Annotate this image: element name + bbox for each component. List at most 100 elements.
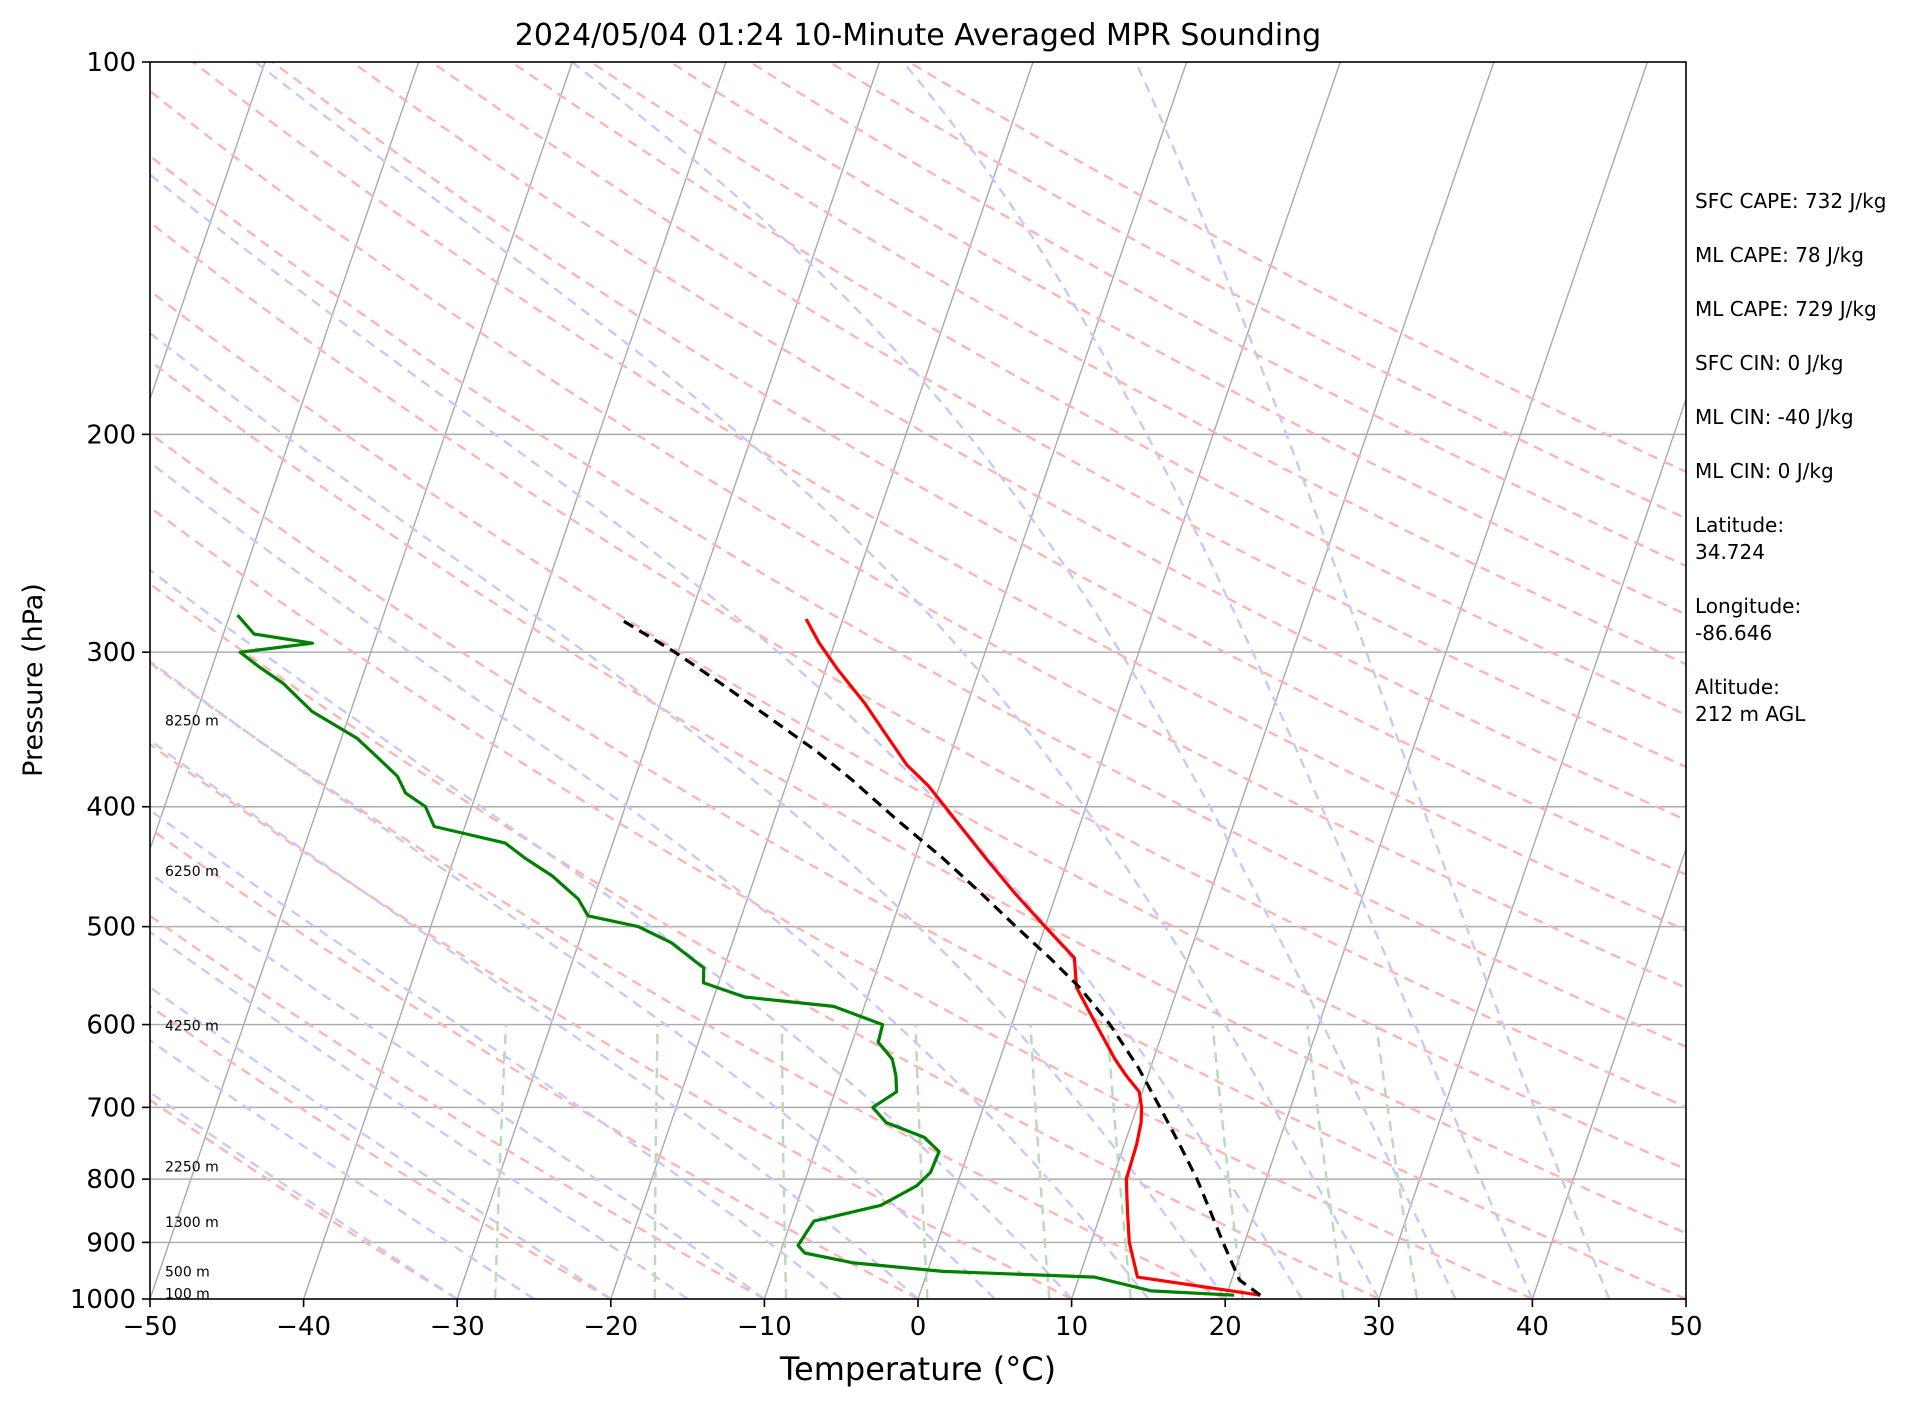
isotherm-line [1378,396,1686,1299]
y-tick-label: 500 [86,913,136,943]
y-tick-label: 300 [86,638,136,668]
isotherm-line [917,62,1341,1299]
dry-adiabat-line [590,62,1686,666]
moist-adiabat-line [254,62,1380,1299]
y-tick-label: 800 [86,1165,136,1195]
dry-adiabat-line [669,62,1686,616]
stat-longitude: Longitude: -86.646 [1695,594,1802,645]
height-labels: 100 m 500 m 1300 m 2250 m 4250 m 6250 m 8250 m [165,713,219,1302]
moist-adiabat-line [150,738,919,1299]
dry-adiabat-line [150,827,919,1299]
moist-adiabat-line [150,1038,535,1299]
isotherm-line [1070,62,1495,1299]
dry-adiabat-line [150,1004,612,1299]
x-tick-label: −30 [430,1312,485,1342]
moist-adiabat-line [150,930,689,1299]
dry-adiabat-line [271,62,1686,876]
dry-adiabat-line [150,1098,458,1299]
x-tick-label: 20 [1209,1312,1242,1342]
stat-ml-cape-2: ML CAPE: 729 J/kg [1695,297,1877,321]
dry-adiabat-line [150,505,1533,1299]
isotherm-line [150,62,573,1299]
x-tick-label: 40 [1516,1312,1549,1342]
mixing-ratio-line [780,1024,788,1299]
y-tick-label: 900 [86,1228,136,1258]
isotherm-line [1531,846,1686,1299]
mixing-ratio-line [493,1024,508,1299]
mixing-ratio-line [1211,1024,1244,1299]
height-label: 500 m [165,1264,210,1280]
stat-altitude: Altitude: 212 m AGL [1695,675,1806,726]
y-tick-label: 700 [86,1093,136,1123]
dewpoint-profile [236,614,1235,1297]
moist-adiabat-line [1134,62,1611,1299]
stat-ml-cin-2: ML CIN: 0 J/kg [1695,459,1834,483]
height-label: 100 m [165,1287,210,1303]
stat-sfc-cape: SFC CAPE: 732 J/kg [1695,189,1887,213]
y-tick-label: 100 [86,48,136,78]
y-tick-label: 200 [86,420,136,450]
mixing-ratio-line [1029,1024,1051,1299]
x-axis-label: Temperature (°C) [779,1350,1056,1388]
isotherm-line [610,62,1034,1299]
moist-adiabat-line [150,871,766,1299]
isotherm-line [456,62,881,1299]
mixing-ratio-line [1106,1024,1132,1299]
mixing-ratio-line [653,1024,659,1299]
axes: −50 −40 −30 −20 −10 0 10 20 30 40 50 100 200 300 400 50… [70,48,1703,1342]
isotherm-line [150,62,266,402]
x-tick-label: −20 [583,1312,638,1342]
moist-adiabat-line [150,808,842,1299]
dry-adiabat-line [150,742,1073,1299]
sounding-profiles [236,614,1262,1297]
x-tick-label: 10 [1055,1312,1088,1342]
moist-adiabat-line [150,985,612,1299]
dry-adiabat-line [150,582,1380,1299]
stat-sfc-cin: SFC CIN: 0 J/kg [1695,351,1844,375]
y-axis-label: Pressure (hPa) [18,583,49,777]
x-tick-label: 50 [1669,1312,1702,1342]
height-label: 6250 m [165,864,219,880]
isotherm-line [1224,62,1649,1299]
dry-adiabat-line [150,661,1226,1299]
dry-adiabat-line [150,289,1686,1171]
temperature-profile [804,618,1261,1297]
reference-lines [150,62,1686,1299]
dry-adiabat-line [150,431,1686,1299]
moist-adiabat-line [150,173,1304,1299]
moist-adiabat-line [150,659,996,1299]
x-tick-label: −40 [276,1312,331,1342]
height-label: 4250 m [165,1019,219,1035]
dry-adiabat-line [150,914,765,1299]
plot-frame [149,61,1687,1300]
x-tick-label: −50 [123,1312,178,1342]
sounding-stats-panel: SFC CAPE: 732 J/kg ML CAPE: 78 J/kg ML C… [1695,188,1915,755]
moist-adiabat-line [150,1090,458,1299]
y-tick-label: 400 [86,793,136,823]
moist-adiabat-line [571,62,1457,1299]
height-label: 8250 m [165,713,219,729]
x-tick-label: −10 [737,1312,792,1342]
stat-ml-cape: ML CAPE: 78 J/kg [1695,243,1864,267]
dry-adiabat-line [192,62,1686,932]
stat-ml-cin: ML CIN: -40 J/kg [1695,405,1854,429]
moist-adiabat-line [150,461,1150,1299]
y-tick-label: 600 [86,1011,136,1041]
isotherm-line [150,62,420,852]
parcel-path [619,617,1262,1297]
mixing-ratio-line [1306,1024,1345,1299]
dry-adiabat-line [150,154,1686,1048]
isotherm-line [302,62,727,1299]
height-label: 2250 m [165,1160,219,1176]
dry-adiabat-line [150,89,1686,990]
height-label: 1300 m [165,1215,219,1231]
chart-title: 2024/05/04 01:24 10-Minute Averaged MPR … [515,18,1321,53]
x-tick-label: 30 [1362,1312,1395,1342]
dry-adiabat-line [150,220,1686,1109]
moist-adiabat-line [150,568,1073,1299]
isotherm-line [763,62,1188,1299]
stat-latitude: Latitude: 34.724 [1695,513,1785,564]
mixing-ratio-line [1375,1024,1419,1299]
dry-adiabat-line [150,359,1686,1235]
